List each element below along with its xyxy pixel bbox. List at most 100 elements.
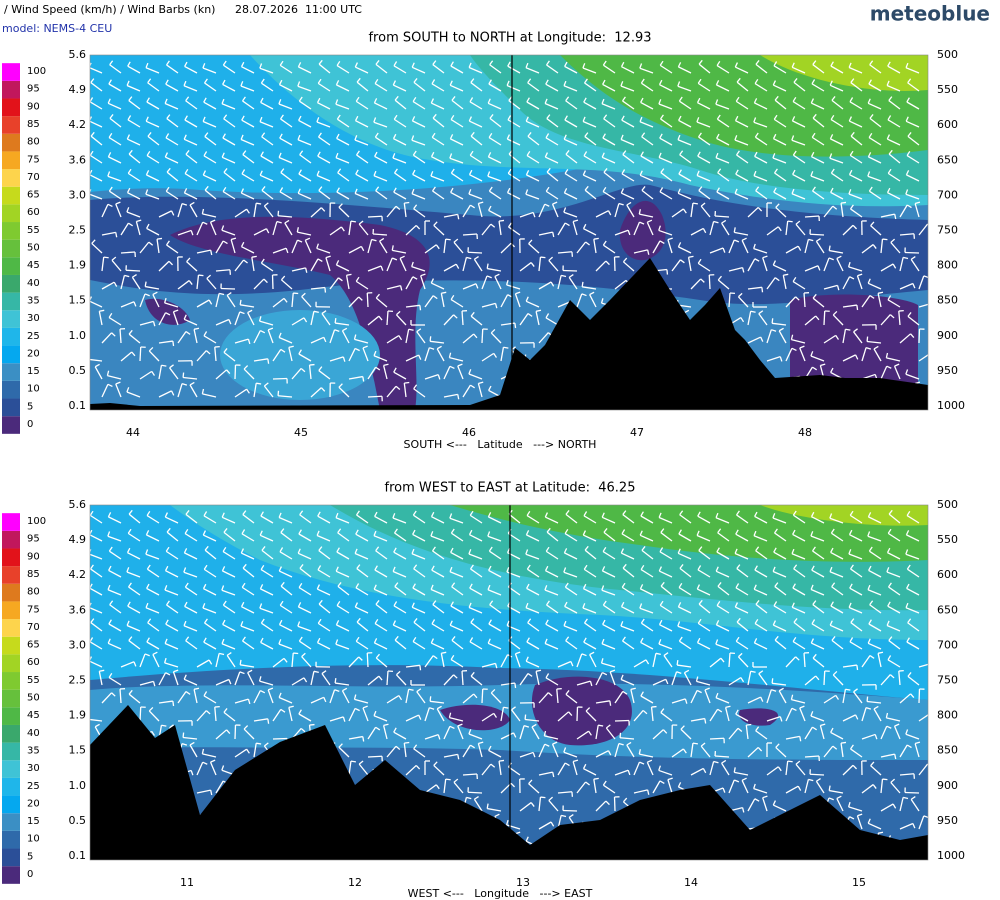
wind-barb-feather bbox=[828, 257, 834, 261]
wind-barb-feather bbox=[680, 259, 685, 264]
wind-barb-feather bbox=[362, 705, 368, 709]
wind-barb-feather bbox=[172, 340, 175, 347]
wind-barb-feather bbox=[375, 546, 380, 552]
wind-barb-feather bbox=[662, 729, 668, 734]
wind-barb bbox=[545, 550, 559, 560]
wind-barb bbox=[341, 690, 350, 704]
wind-barb bbox=[595, 672, 603, 686]
wind-barb bbox=[405, 354, 419, 362]
wind-barb-feather bbox=[811, 619, 816, 625]
wind-barb-feather bbox=[261, 186, 266, 191]
wind-barb bbox=[526, 587, 540, 596]
wind-barb bbox=[671, 259, 681, 272]
wind-barb-feather bbox=[755, 186, 760, 192]
wind-barb bbox=[753, 535, 768, 542]
wind-barb-feather bbox=[620, 81, 624, 87]
legend-swatch bbox=[2, 80, 20, 99]
wind-barb bbox=[582, 120, 597, 128]
wind-barb-feather bbox=[563, 207, 567, 213]
wind-barb-feather bbox=[792, 169, 796, 175]
wind-barb-feather bbox=[468, 549, 472, 555]
wind-barb-feather bbox=[890, 238, 896, 243]
wind-barb bbox=[221, 156, 236, 164]
wind-barb bbox=[914, 743, 920, 758]
wind-barb-feather bbox=[907, 618, 912, 624]
wind-barb bbox=[747, 311, 752, 326]
wind-barb bbox=[773, 84, 787, 92]
wind-barb-feather bbox=[563, 188, 568, 194]
wind-barb-feather bbox=[435, 244, 440, 250]
wind-barb bbox=[158, 390, 172, 398]
wind-barb bbox=[565, 693, 578, 704]
wind-barb bbox=[755, 550, 768, 560]
wind-barb bbox=[899, 233, 915, 236]
wind-barb-feather bbox=[313, 670, 319, 673]
wind-barb bbox=[395, 674, 407, 686]
wind-barb-feather bbox=[887, 601, 891, 607]
wind-barb-feather bbox=[753, 98, 758, 104]
wind-barb bbox=[450, 551, 464, 560]
wind-barb bbox=[906, 534, 920, 542]
wind-barb-feather bbox=[830, 61, 834, 67]
wind-barb-feather bbox=[259, 530, 263, 536]
wind-barb-feather bbox=[411, 135, 415, 141]
wind-barb bbox=[477, 743, 483, 758]
wind-barb-feather bbox=[201, 748, 205, 754]
wind-barb bbox=[659, 570, 673, 578]
wind-barb-feather bbox=[316, 530, 320, 536]
wind-barb bbox=[184, 65, 198, 74]
wind-barb bbox=[593, 779, 597, 794]
wind-barb bbox=[166, 244, 179, 254]
wind-barb-feather bbox=[734, 602, 739, 608]
wind-barb bbox=[279, 64, 293, 74]
wind-barb bbox=[849, 101, 863, 110]
wind-barb-feather bbox=[736, 564, 741, 569]
wind-barb-feather bbox=[91, 239, 96, 244]
wind-barb-feather bbox=[830, 187, 834, 193]
wind-barb-feather bbox=[755, 726, 760, 732]
brand[interactable]: meteoblue bbox=[870, 2, 990, 26]
wind-barb bbox=[468, 733, 483, 740]
wind-barb bbox=[348, 221, 352, 236]
wind-barb bbox=[905, 373, 920, 380]
wind-barb-feather bbox=[189, 201, 195, 206]
wind-barb-feather bbox=[278, 566, 283, 572]
wind-barb-feather bbox=[260, 258, 265, 264]
wind-barb bbox=[209, 221, 217, 236]
wind-barb-feather bbox=[404, 741, 410, 744]
wind-barb bbox=[469, 514, 483, 524]
wind-barb-feather bbox=[399, 285, 403, 291]
wind-barb bbox=[108, 317, 122, 326]
legend-swatch bbox=[2, 777, 20, 796]
wind-barb-feather bbox=[280, 581, 285, 587]
wind-barb bbox=[842, 276, 851, 290]
wind-barb-feather bbox=[868, 186, 873, 192]
wind-barb-feather bbox=[563, 620, 567, 626]
wind-barb bbox=[734, 139, 749, 146]
legend-label: 95 bbox=[27, 84, 40, 95]
wind-barb-feather bbox=[350, 220, 356, 223]
wind-barb-feather bbox=[535, 309, 542, 312]
wind-barb-feather bbox=[572, 759, 579, 763]
wind-barb bbox=[589, 294, 597, 308]
wind-barb bbox=[490, 332, 502, 344]
wind-barb bbox=[734, 552, 749, 560]
wind-barb-feather bbox=[627, 769, 631, 776]
wind-barb bbox=[745, 725, 749, 740]
wind-barb bbox=[298, 587, 312, 596]
wind-barb-feather bbox=[115, 232, 118, 238]
wind-barb-feather bbox=[564, 601, 568, 607]
wind-barb bbox=[263, 205, 274, 218]
wind-barb-feather bbox=[489, 60, 494, 66]
wind-barb-feather bbox=[146, 150, 151, 156]
wind-barb bbox=[119, 688, 122, 704]
wind-barb-feather bbox=[584, 185, 589, 191]
wind-barb bbox=[715, 643, 730, 650]
legend-label: 20 bbox=[27, 798, 40, 809]
wind-barb-feather bbox=[468, 602, 472, 608]
wind-barb bbox=[918, 763, 929, 776]
wind-barb-feather bbox=[791, 188, 795, 194]
wind-barb-feather bbox=[888, 509, 893, 515]
wind-barb-feather bbox=[487, 512, 492, 518]
wind-barb bbox=[792, 120, 806, 128]
